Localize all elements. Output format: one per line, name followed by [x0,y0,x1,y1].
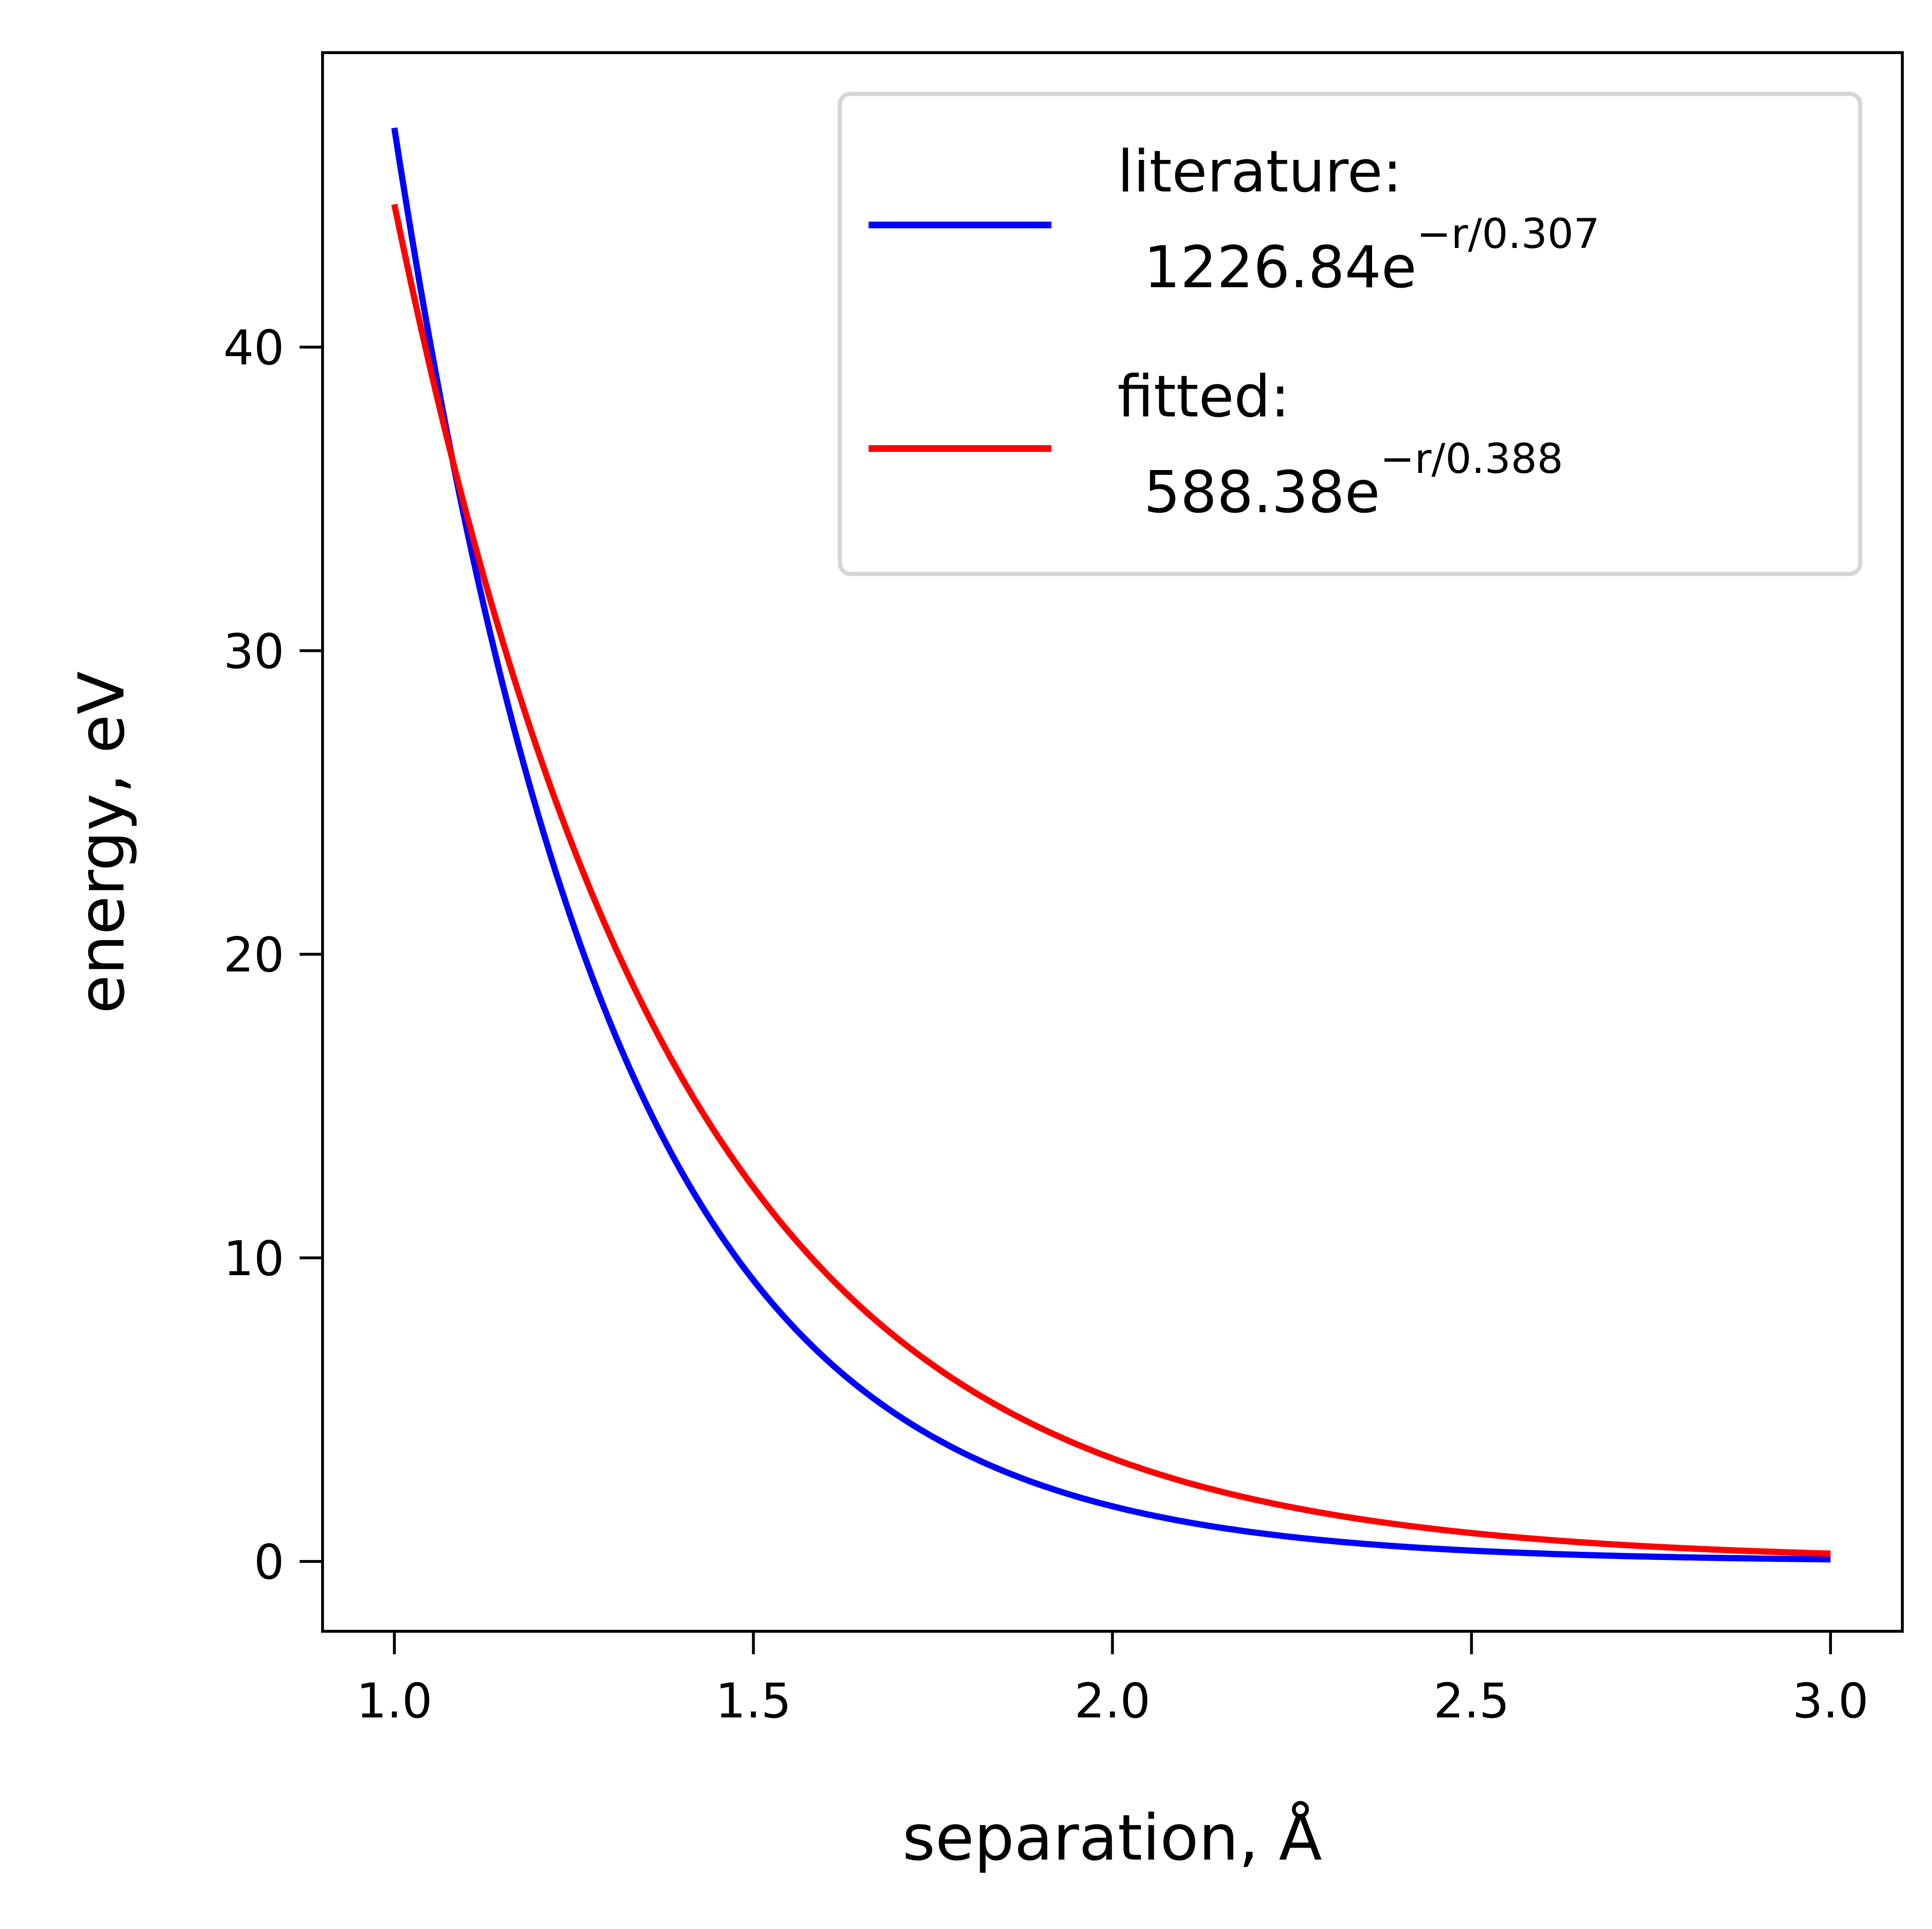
legend-label-fitted-line1: fitted: [1117,364,1290,430]
x-tick-label: 2.0 [1074,1673,1150,1729]
legend-box [838,91,1863,576]
x-axis-label: separation, Å [903,1801,1322,1875]
y-tick-label: 0 [254,1534,284,1590]
legend: literature: 1226.84e−r/0.307 fitted: 588… [838,91,1863,576]
series-line-fitted [391,203,1831,1557]
legend-fitted-coefficient: 588.38e [1144,460,1380,526]
legend-literature-exponent: −r/0.307 [1417,210,1600,258]
axes-frame [321,51,1904,1633]
legend-label-literature-line2: 1226.84e−r/0.307 [1144,210,1600,301]
legend-label-fitted-line2: 588.38e−r/0.388 [1144,435,1563,526]
y-axis-label: energy, eV [65,671,139,1013]
x-tick-label: 1.5 [715,1673,792,1729]
series-line-literature [391,127,1831,1563]
x-tick-label: 1.0 [357,1673,433,1729]
y-tick-label: 20 [223,927,284,983]
legend-literature-coefficient: 1226.84e [1144,235,1417,301]
y-tick-label: 10 [223,1231,284,1287]
x-tick-label: 2.5 [1433,1673,1509,1729]
legend-fitted-exponent: −r/0.388 [1380,435,1563,483]
x-axis: 1.0 1.5 2.0 2.5 3.0 [357,1631,1868,1729]
y-axis: 0 10 20 30 40 [223,320,323,1590]
plot-area [391,127,1831,1563]
x-tick-label: 3.0 [1792,1673,1868,1729]
y-tick-label: 30 [223,623,284,679]
legend-label-literature-line1: literature: [1117,139,1402,205]
y-tick-label: 40 [223,320,284,376]
